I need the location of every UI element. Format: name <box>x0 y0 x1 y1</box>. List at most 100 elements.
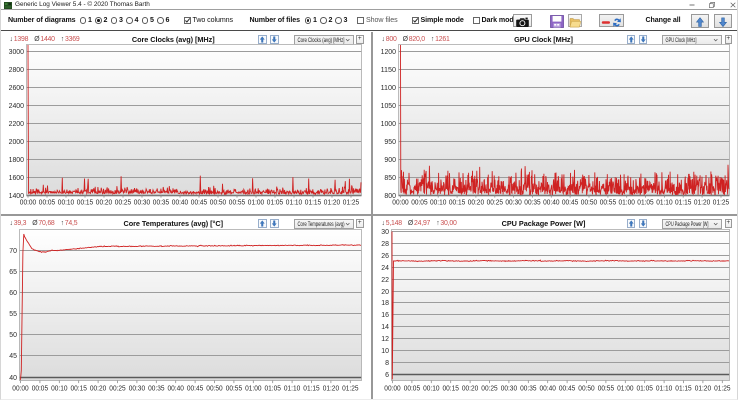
svg-text:26: 26 <box>381 251 389 260</box>
svg-text:1800: 1800 <box>9 155 24 164</box>
svg-text:00:40: 00:40 <box>172 198 188 207</box>
svg-text:01:15: 01:15 <box>675 384 691 393</box>
svg-text:55: 55 <box>9 309 17 318</box>
svg-text:00:10: 00:10 <box>423 384 439 393</box>
svg-text:00:30: 00:30 <box>134 198 150 207</box>
svg-text:800: 800 <box>384 191 396 200</box>
svg-text:20: 20 <box>381 287 389 296</box>
svg-text:2200: 2200 <box>9 119 24 128</box>
svg-text:00:35: 00:35 <box>520 384 536 393</box>
svg-text:Core Clocks (avg) [MHz]: Core Clocks (avg) [MHz] <box>297 38 344 44</box>
svg-text:14: 14 <box>381 322 389 331</box>
svg-text:01:20: 01:20 <box>324 198 340 207</box>
svg-text:65: 65 <box>9 267 17 276</box>
svg-text:00:55: 00:55 <box>226 384 242 393</box>
svg-text:01:20: 01:20 <box>694 198 710 207</box>
svg-text:1400: 1400 <box>9 191 24 200</box>
svg-text:00:40: 00:40 <box>168 384 184 393</box>
svg-text:01:00: 01:00 <box>619 198 635 207</box>
svg-text:00:35: 00:35 <box>153 198 169 207</box>
svg-text:30: 30 <box>381 227 389 236</box>
svg-text:00:50: 00:50 <box>210 198 226 207</box>
svg-text:8: 8 <box>385 358 389 367</box>
svg-text:00:45: 00:45 <box>191 198 207 207</box>
svg-text:00:55: 00:55 <box>229 198 245 207</box>
svg-text:00:45: 00:45 <box>187 384 203 393</box>
svg-text:00:25: 00:25 <box>481 384 497 393</box>
svg-text:00:40: 00:40 <box>543 198 559 207</box>
svg-text:18: 18 <box>381 298 389 307</box>
svg-text:00:15: 00:15 <box>443 384 459 393</box>
svg-text:GPU Clock [MHz]: GPU Clock [MHz] <box>666 38 697 44</box>
svg-text:1600: 1600 <box>9 173 24 182</box>
svg-text:00:10: 00:10 <box>58 198 74 207</box>
svg-text:00:30: 00:30 <box>129 384 145 393</box>
svg-text:00:35: 00:35 <box>524 198 540 207</box>
svg-text:00:15: 00:15 <box>71 384 87 393</box>
svg-text:40: 40 <box>9 373 17 382</box>
svg-text:00:25: 00:25 <box>487 198 503 207</box>
svg-text:01:05: 01:05 <box>267 198 283 207</box>
svg-text:00:10: 00:10 <box>430 198 446 207</box>
svg-text:00:05: 00:05 <box>39 198 55 207</box>
svg-text:00:40: 00:40 <box>540 384 556 393</box>
svg-text:00:50: 00:50 <box>581 198 597 207</box>
svg-text:00:20: 00:20 <box>468 198 484 207</box>
svg-text:00:20: 00:20 <box>96 198 112 207</box>
svg-text:00:15: 00:15 <box>77 198 93 207</box>
svg-text:00:05: 00:05 <box>411 198 427 207</box>
svg-text:2400: 2400 <box>9 101 24 110</box>
svg-text:01:20: 01:20 <box>323 384 339 393</box>
svg-text:70: 70 <box>9 246 17 255</box>
svg-text:00:00: 00:00 <box>392 198 408 207</box>
svg-text:00:00: 00:00 <box>20 198 36 207</box>
svg-text:1200: 1200 <box>381 47 396 56</box>
svg-text:00:45: 00:45 <box>559 384 575 393</box>
svg-text:Core Temperatures (avg): Core Temperatures (avg) <box>297 222 344 228</box>
svg-text:22: 22 <box>381 275 389 284</box>
svg-text:00:10: 00:10 <box>51 384 67 393</box>
svg-text:12: 12 <box>381 334 389 343</box>
svg-text:00:55: 00:55 <box>598 384 614 393</box>
svg-text:16: 16 <box>381 310 389 319</box>
svg-text:01:10: 01:10 <box>286 198 302 207</box>
svg-text:01:15: 01:15 <box>675 198 691 207</box>
svg-text:01:25: 01:25 <box>343 198 359 207</box>
svg-text:01:20: 01:20 <box>695 384 711 393</box>
svg-text:00:15: 00:15 <box>449 198 465 207</box>
svg-text:50: 50 <box>9 330 17 339</box>
svg-text:6: 6 <box>385 370 389 379</box>
svg-text:00:05: 00:05 <box>404 384 420 393</box>
svg-text:3000: 3000 <box>9 47 24 56</box>
svg-text:28: 28 <box>381 239 389 248</box>
svg-text:00:35: 00:35 <box>148 384 164 393</box>
svg-text:1050: 1050 <box>381 101 396 110</box>
svg-text:01:10: 01:10 <box>284 384 300 393</box>
svg-text:00:45: 00:45 <box>562 198 578 207</box>
svg-text:10: 10 <box>381 346 389 355</box>
svg-text:1150: 1150 <box>381 65 396 74</box>
svg-text:00:50: 00:50 <box>206 384 222 393</box>
svg-text:01:10: 01:10 <box>656 198 672 207</box>
svg-text:01:15: 01:15 <box>305 198 321 207</box>
svg-text:60: 60 <box>9 288 17 297</box>
svg-text:01:25: 01:25 <box>713 198 729 207</box>
svg-text:00:25: 00:25 <box>109 384 125 393</box>
svg-text:2600: 2600 <box>9 83 24 92</box>
svg-text:01:00: 01:00 <box>245 384 261 393</box>
svg-text:1100: 1100 <box>381 83 396 92</box>
svg-text:01:25: 01:25 <box>342 384 358 393</box>
svg-text:00:20: 00:20 <box>462 384 478 393</box>
svg-text:00:25: 00:25 <box>115 198 131 207</box>
svg-text:00:30: 00:30 <box>501 384 517 393</box>
svg-text:45: 45 <box>9 351 17 360</box>
svg-text:01:05: 01:05 <box>637 198 653 207</box>
svg-text:00:05: 00:05 <box>32 384 48 393</box>
svg-text:00:55: 00:55 <box>600 198 616 207</box>
svg-text:00:50: 00:50 <box>578 384 594 393</box>
svg-text:01:00: 01:00 <box>248 198 264 207</box>
svg-text:00:00: 00:00 <box>384 384 400 393</box>
svg-text:CPU Package Power [W]: CPU Package Power [W] <box>666 222 709 228</box>
svg-text:01:00: 01:00 <box>617 384 633 393</box>
svg-text:24: 24 <box>381 263 389 272</box>
